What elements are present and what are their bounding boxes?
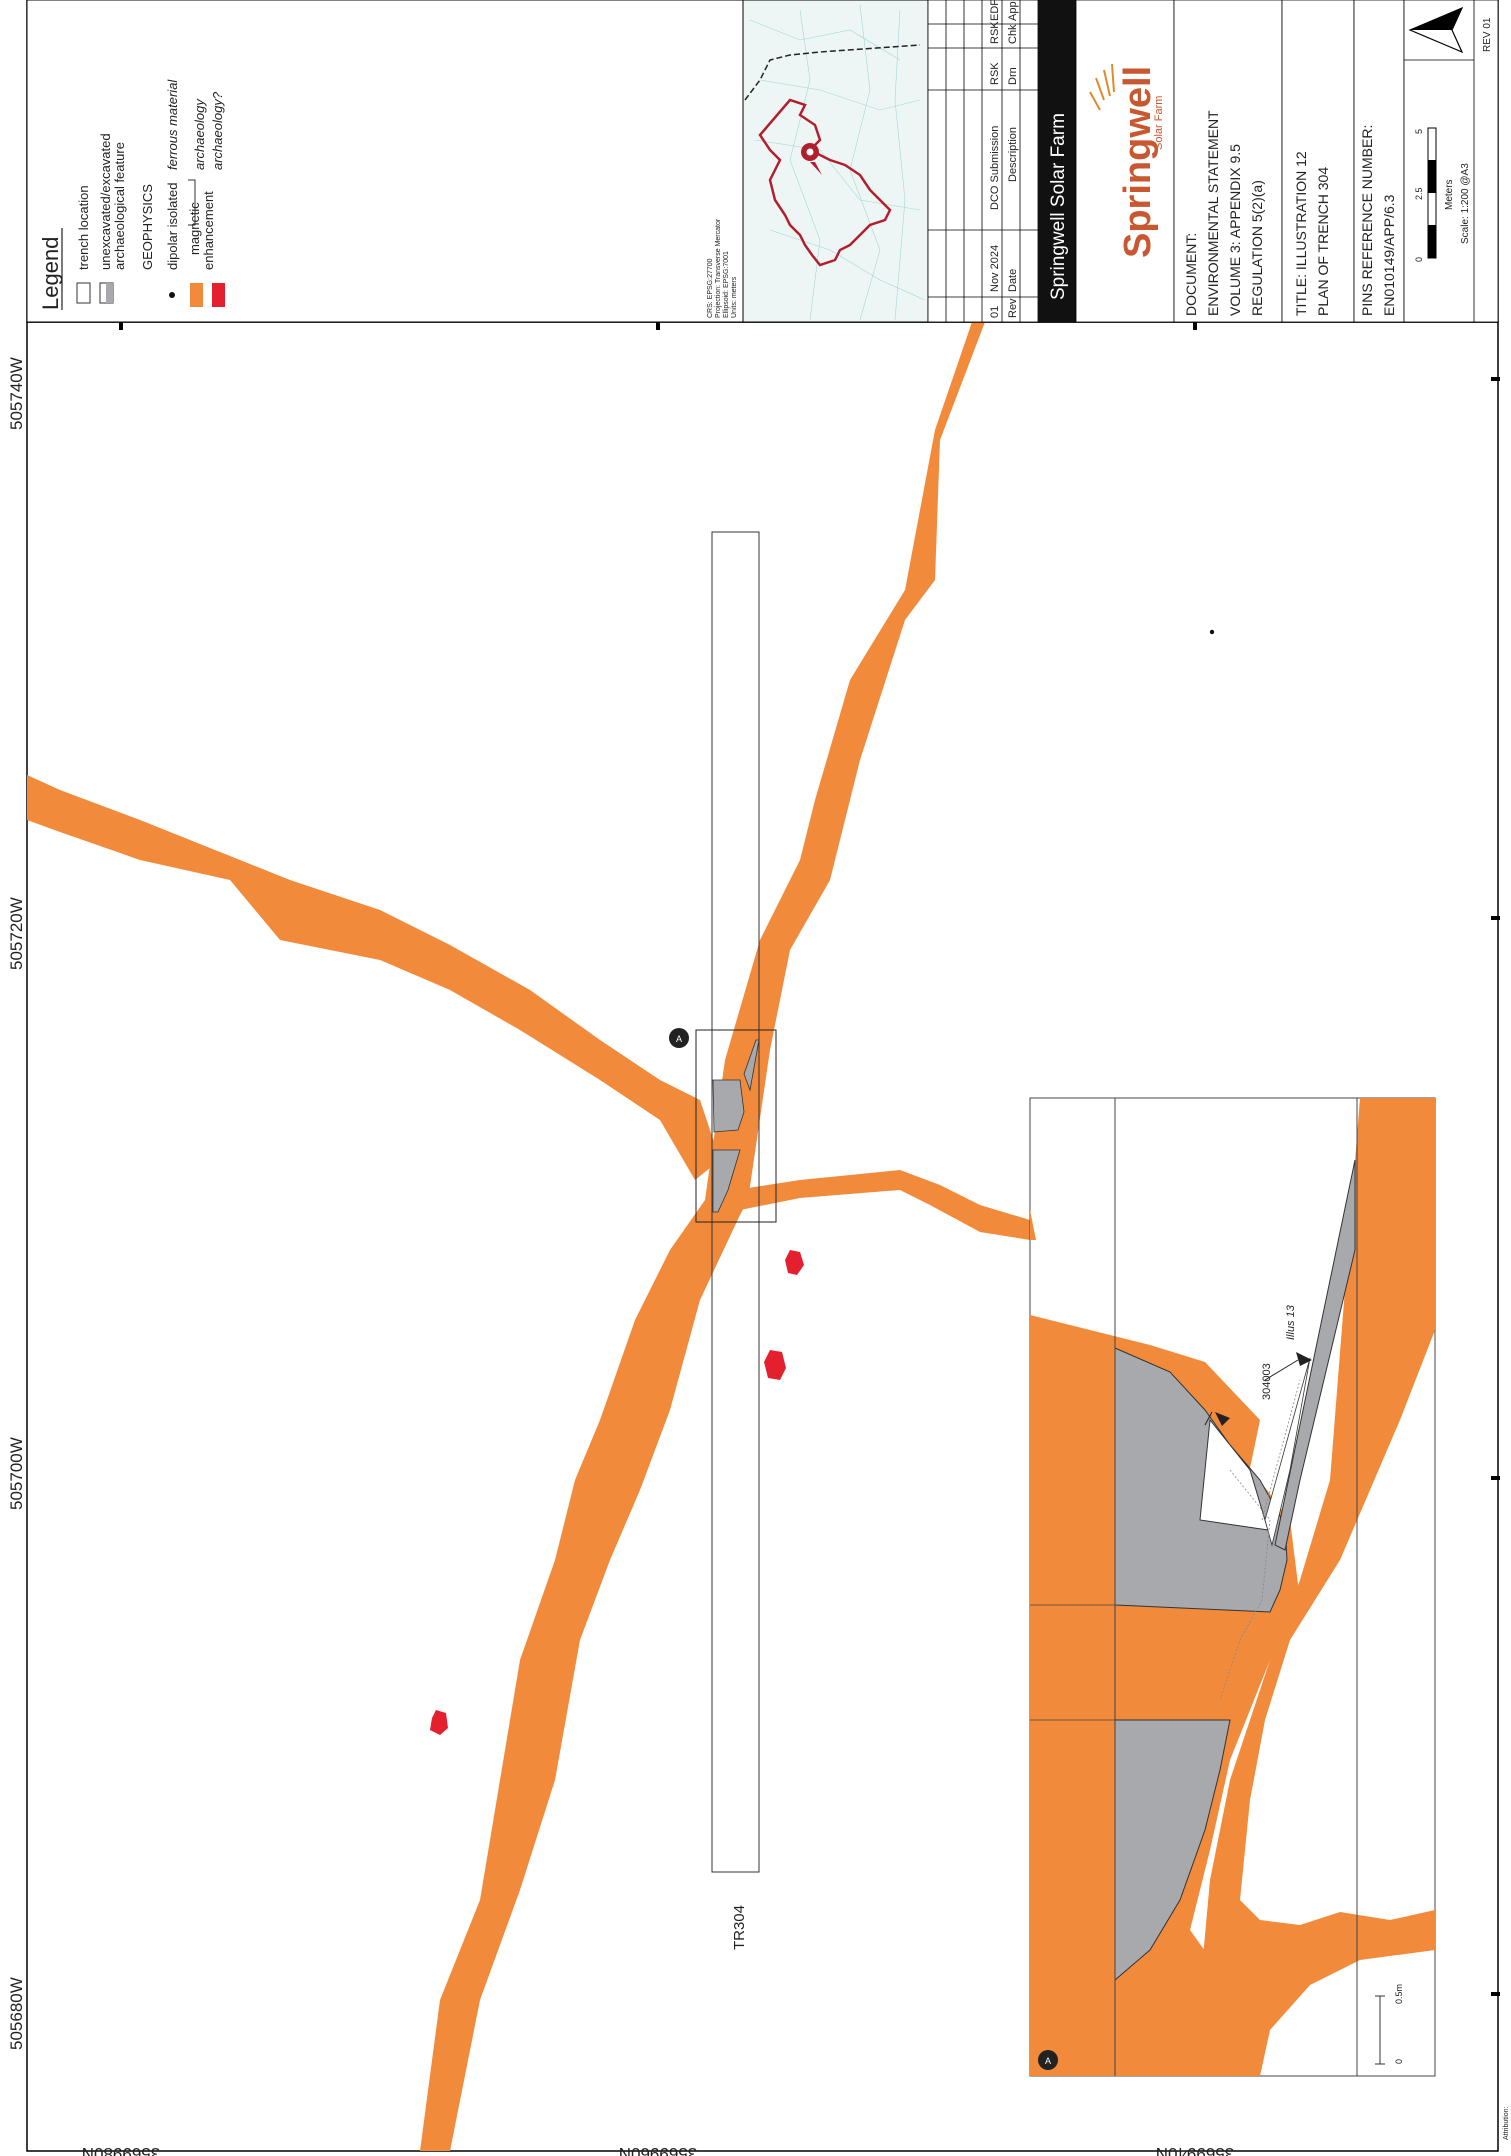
- svg-text:Drn: Drn: [1007, 67, 1019, 85]
- legend-item-magnetic-2: enhancement: [201, 191, 216, 270]
- grid-northing-2: 3569960N: [619, 2144, 697, 2156]
- grid-easting-2: 505720W: [7, 897, 26, 970]
- legend-item-dipolar: dipolar isolated: [165, 183, 180, 270]
- logo-wordmark: Springwell: [1117, 66, 1159, 258]
- svg-text:01: 01: [989, 306, 1001, 318]
- inset-detail: 304003 Illus 13 A 0 0.5m: [1029, 1097, 1436, 2077]
- grid-northing-3: 3569940N: [1156, 2144, 1234, 2156]
- svg-text:EDF: EDF: [989, 0, 1001, 21]
- legend-item-magnetic: magnetic: [187, 202, 202, 255]
- legend-note-archaeology-possible: archaeology?: [210, 91, 225, 170]
- magnetic-anomaly-main: [420, 322, 985, 2151]
- legend-item-feature: unexcavated/excavated: [98, 133, 113, 270]
- pins-info: PINS REFERENCE NUMBER: EN010149/APP/6.3: [1353, 0, 1405, 323]
- trench-feature-2: [712, 1149, 741, 1213]
- document-info: DOCUMENT: ENVIRONMENTAL STATEMENT VOLUME…: [1173, 0, 1283, 323]
- svg-text:0.5m: 0.5m: [1394, 1984, 1404, 2004]
- grid-ticks: [119, 322, 1500, 1996]
- anomaly-red-3: [430, 1710, 448, 1735]
- dipolar-point: [1209, 629, 1215, 635]
- svg-text:ENVIRONMENTAL STATEMENT: ENVIRONMENTAL STATEMENT: [1205, 110, 1221, 316]
- svg-text:Rev: Rev: [1007, 298, 1019, 318]
- legend-title: Legend: [38, 237, 63, 310]
- attribution: Attribution:: [1503, 2106, 1510, 2140]
- logo-rays-icon: [1089, 63, 1115, 111]
- grid-easting-3: 505700W: [7, 1437, 26, 1510]
- scale-panel: REV 01 0 2.5 5 Meters Scale: 1:200 @A3: [1403, 0, 1499, 323]
- trench-tr304: [711, 531, 760, 1873]
- svg-text:VOLUME 3: APPENDIX 9.5: VOLUME 3: APPENDIX 9.5: [1227, 144, 1243, 316]
- trench-feature-1: [712, 1079, 745, 1133]
- legend-panel: Legend trench location unexcavated/excav…: [26, 0, 744, 323]
- trench-label: TR304: [731, 1905, 748, 1950]
- section-marker-a-label: A: [676, 1034, 682, 1044]
- svg-text:Date: Date: [1007, 269, 1019, 292]
- svg-text:DOCUMENT:: DOCUMENT:: [1183, 233, 1199, 316]
- svg-text:Ellipsoid: EPSG:7001: Ellipsoid: EPSG:7001: [723, 251, 730, 318]
- inset-feature-label: 304003: [1261, 1363, 1273, 1400]
- svg-text:0: 0: [1414, 257, 1424, 262]
- inset-illus-label: Illus 13: [1285, 1304, 1297, 1340]
- locator-map: [742, 0, 929, 323]
- revision-table-text: Rev Date Description Drn Chk App 01 Nov …: [989, 0, 1019, 318]
- legend-item-trench: trench location: [76, 185, 91, 270]
- trench-feature-3: [743, 1039, 760, 1092]
- grid-northing-1: 3569980N: [82, 2144, 160, 2156]
- svg-text:PLAN OF TRENCH 304: PLAN OF TRENCH 304: [1315, 167, 1331, 316]
- project-name: Springwell Solar Farm: [1048, 113, 1069, 300]
- inset-reference-box: [695, 1029, 777, 1223]
- svg-text:Nov 2024: Nov 2024: [989, 245, 1001, 292]
- magnetic-anomaly-branch-e: [735, 1170, 1030, 1240]
- svg-text:0: 0: [1394, 2059, 1404, 2064]
- svg-text:EN010149/APP/6.3: EN010149/APP/6.3: [1381, 194, 1397, 316]
- svg-text:PINS REFERENCE NUMBER:: PINS REFERENCE NUMBER:: [1359, 125, 1375, 316]
- revision-table: [927, 0, 1039, 323]
- scale-bar: [1427, 127, 1437, 259]
- svg-text:Chk: Chk: [1007, 24, 1019, 44]
- inset-marker-a: A: [1045, 2056, 1051, 2066]
- title-info: TITLE: ILLUSTRATION 12 PLAN OF TRENCH 30…: [1281, 0, 1355, 323]
- svg-text:DCO Submission: DCO Submission: [989, 126, 1001, 210]
- svg-text:Description: Description: [1007, 127, 1019, 182]
- legend-item-geophysics: GEOPHYSICS: [140, 184, 155, 270]
- svg-text:REGULATION 5(2)(a): REGULATION 5(2)(a): [1249, 180, 1265, 316]
- rev-label: REV 01: [1482, 17, 1493, 52]
- anomaly-red-2: [764, 1350, 786, 1380]
- svg-text:App: App: [1007, 1, 1019, 21]
- svg-text:2.5: 2.5: [1414, 187, 1424, 200]
- section-marker-a: [669, 1028, 689, 1048]
- svg-text:Units: meters: Units: meters: [731, 276, 738, 318]
- legend-item-feature-2: archaeological feature: [112, 142, 127, 270]
- legend-note-ferrous: ferrous material: [165, 79, 180, 170]
- anomaly-red-1: [785, 1250, 804, 1275]
- svg-text:Scale: 1:200 @A3: Scale: 1:200 @A3: [1460, 163, 1471, 244]
- grid-easting-4: 505680W: [7, 1977, 26, 2050]
- svg-text:RSK: RSK: [989, 62, 1001, 85]
- legend-swatch-archaeology-possible: [212, 283, 225, 307]
- svg-text:Meters: Meters: [1444, 179, 1455, 210]
- svg-text:5: 5: [1414, 129, 1424, 134]
- svg-text:CRS: EPSG:27700: CRS: EPSG:27700: [707, 258, 714, 318]
- legend-swatch-archaeology: [190, 283, 203, 307]
- magnetic-anomaly-branch-nw: [27, 775, 720, 1180]
- svg-text:TITLE: ILLUSTRATION 12: TITLE: ILLUSTRATION 12: [1293, 151, 1309, 316]
- logo-panel: Springwell Solar Farm: [1075, 0, 1175, 323]
- project-band: [1038, 0, 1076, 322]
- inset-scale-bar: 0 0.5m: [1375, 1984, 1404, 2065]
- svg-text:RSK: RSK: [989, 21, 1001, 44]
- logo-subtext: Solar Farm: [1153, 96, 1165, 150]
- legend-note-archaeology: archaeology: [192, 98, 207, 170]
- grid-easting-1: 505740W: [7, 357, 26, 430]
- svg-text:Projection: Transverse Mercato: Projection: Transverse Mercator: [715, 218, 722, 318]
